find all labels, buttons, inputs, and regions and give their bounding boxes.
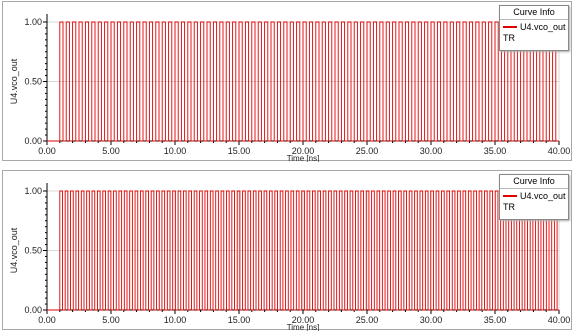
x-tick-label: 40.00 bbox=[548, 315, 571, 325]
legend-title: Curve Info bbox=[500, 175, 568, 189]
x-tick-label: 0.00 bbox=[38, 315, 56, 325]
y-tick-label: 0.00 bbox=[24, 136, 42, 146]
y-axis-label: U4.vco_out bbox=[9, 227, 19, 273]
legend-entry-label: U4.vco_out bbox=[520, 191, 566, 201]
x-tick-label: 5.00 bbox=[102, 315, 120, 325]
legend-note: TR bbox=[503, 202, 515, 212]
legend-note: TR bbox=[503, 33, 515, 43]
x-tick-label: 20.00 bbox=[292, 315, 315, 325]
x-tick-label: 35.00 bbox=[484, 315, 507, 325]
x-tick-label: 25.00 bbox=[356, 146, 379, 156]
y-tick-label: 0.50 bbox=[24, 77, 42, 87]
x-tick-label: 35.00 bbox=[484, 146, 507, 156]
legend-entry: U4.vco_out bbox=[500, 189, 568, 201]
series-line-U4-vco_out bbox=[47, 190, 559, 311]
y-axis-label: U4.vco_out bbox=[9, 58, 19, 104]
chart-2-svg: 0.00 0.50 1.00 0.00 5.00 10.00 15.00 20.00 25.00… bbox=[9, 183, 571, 331]
x-tick-label: 40.00 bbox=[548, 146, 571, 156]
x-tick-label: 20.00 bbox=[292, 146, 315, 156]
x-tick-label: 10.00 bbox=[164, 315, 187, 325]
legend-entry-label: U4.vco_out bbox=[520, 22, 566, 32]
x-tick-label: 15.00 bbox=[228, 146, 251, 156]
y-tick-label: 0.00 bbox=[24, 305, 42, 315]
x-tick-label: 30.00 bbox=[420, 315, 443, 325]
y-tick-label: 0.50 bbox=[24, 246, 42, 256]
x-tick-label: 30.00 bbox=[420, 146, 443, 156]
x-tick-label: 10.00 bbox=[164, 146, 187, 156]
legend-entry: U4.vco_out bbox=[500, 20, 568, 32]
series-line-U4-vco_out bbox=[47, 21, 559, 142]
curve-info-legend-2[interactable]: Curve Info U4.vco_out TR bbox=[499, 174, 569, 220]
x-tick-label: 0.00 bbox=[38, 146, 56, 156]
x-tick-label: 25.00 bbox=[356, 315, 379, 325]
series-swatch bbox=[503, 26, 517, 28]
series-swatch bbox=[503, 195, 517, 197]
curve-info-legend-1[interactable]: Curve Info U4.vco_out TR bbox=[499, 5, 569, 51]
legend-title: Curve Info bbox=[500, 6, 568, 20]
chart-1-svg: 0.00 0.50 1.00 0.00 5.00 10.00 15.00 20.00 25.00… bbox=[9, 14, 571, 162]
x-tick-label: 5.00 bbox=[102, 146, 120, 156]
x-axis-label: Time [ns] bbox=[287, 154, 320, 162]
y-tick-label: 1.00 bbox=[24, 186, 42, 196]
y-tick-label: 1.00 bbox=[24, 17, 42, 27]
waveform-panel-1: 0.00 0.50 1.00 0.00 5.00 10.00 15.00 20.00 25.00… bbox=[2, 1, 572, 162]
waveform-panel-2: 0.00 0.50 1.00 0.00 5.00 10.00 15.00 20.00 25.00… bbox=[2, 170, 572, 331]
x-tick-label: 15.00 bbox=[228, 315, 251, 325]
x-axis-label: Time [ns] bbox=[287, 323, 320, 331]
